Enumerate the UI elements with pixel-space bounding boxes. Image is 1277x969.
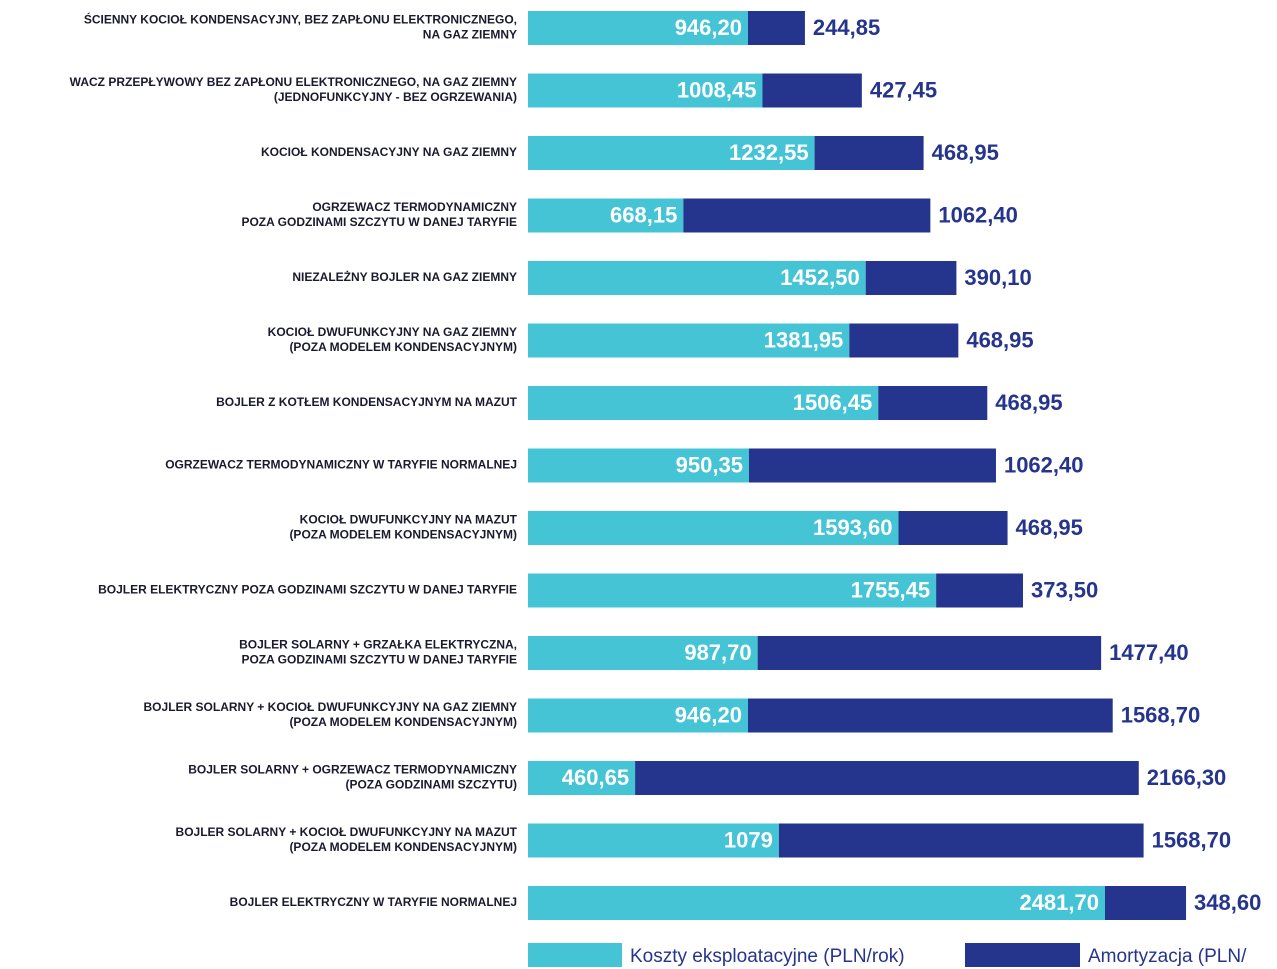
legend-label: Amortyzacja (PLN/ [1088, 946, 1247, 967]
category-label: BOJLER SOLARNY + KOCIOŁ DWUFUNKCYJNY NA … [176, 825, 518, 839]
bar-segment [748, 448, 996, 483]
category-label: (POZA GODZINAMI SZCZYTU) [345, 778, 517, 792]
value-label: 987,70 [684, 640, 751, 665]
bar-segment [528, 573, 937, 608]
value-label: 1008,45 [677, 77, 757, 102]
value-label: 946,20 [675, 15, 742, 40]
value-label: 1062,40 [938, 202, 1018, 227]
category-label: BOJLER ELEKTRYCZNY POZA GODZINAMI SZCZYT… [98, 583, 517, 597]
category-label: (POZA MODELEM KONDENSACYJNYM) [289, 528, 517, 542]
bar-segment [635, 761, 1139, 795]
bar-segment [849, 323, 959, 358]
bar-segment [778, 823, 1144, 858]
value-label: 1381,95 [764, 327, 844, 352]
bar-segment [528, 386, 879, 420]
category-label: KOCIOŁ DWUFUNKCYJNY NA MAZUT [300, 513, 518, 527]
bar-segment [528, 636, 758, 670]
value-label: 468,95 [995, 390, 1062, 415]
value-label: 427,45 [870, 77, 937, 102]
category-label: POZA GODZINAMI SZCZYTU W DANEJ TARYFIE [241, 653, 517, 667]
legend-label: Koszty eksploatacyjne (PLN/rok) [630, 946, 905, 967]
category-label: BOJLER SOLARNY + OGRZEWACZ TERMODYNAMICZ… [188, 763, 517, 777]
bar-segment [528, 198, 684, 233]
category-label: BOJLER Z KOTŁEM KONDENSACYJNYM NA MAZUT [216, 395, 518, 409]
bar-segment [528, 73, 763, 108]
value-label: 1079 [724, 827, 773, 852]
bar-segment [898, 511, 1008, 545]
value-label: 468,95 [932, 140, 999, 165]
value-label: 1568,70 [1152, 827, 1232, 852]
category-label: KOCIOŁ DWUFUNKCYJNY NA GAZ ZIEMNY [268, 325, 517, 339]
bar-segment [878, 386, 988, 420]
bar-segment [528, 823, 779, 858]
value-label: 390,10 [964, 265, 1031, 290]
category-label: BOJLER SOLARNY + GRZAŁKA ELEKTRYCZNA, [239, 638, 517, 652]
bar-segment [747, 11, 805, 45]
value-label: 946,20 [675, 702, 742, 727]
bar-segment [528, 323, 850, 358]
bar-segment [683, 198, 931, 233]
value-label: 1506,45 [793, 390, 873, 415]
value-label: 244,85 [813, 15, 880, 40]
value-label: 2166,30 [1147, 765, 1227, 790]
value-label: 1568,70 [1121, 702, 1201, 727]
bar-segment [528, 886, 1105, 920]
value-label: 950,35 [676, 452, 743, 477]
category-label: BOJLER SOLARNY + KOCIOŁ DWUFUNKCYJNY NA … [144, 700, 517, 714]
value-label: 1232,55 [729, 140, 809, 165]
value-label: 348,60 [1194, 890, 1261, 915]
bar-segment [528, 448, 749, 483]
category-label: OGRZEWACZ TERMODYNAMICZNY [312, 200, 517, 214]
category-label: WACZ PRZEPŁYWOWY BEZ ZAPŁONU ELEKTRONICZ… [70, 75, 517, 89]
category-label: (POZA MODELEM KONDENSACYJNYM) [289, 340, 517, 354]
category-label: POZA GODZINAMI SZCZYTU W DANEJ TARYFIE [241, 215, 517, 229]
bar-segment [528, 11, 748, 45]
legend-swatch [965, 943, 1080, 967]
value-label: 1593,60 [813, 515, 893, 540]
bar-segment [528, 136, 815, 170]
bar-segment [528, 761, 636, 795]
bar-segment [865, 261, 957, 295]
category-label: (JEDNOFUNKCYJNY - BEZ OGRZEWANIA) [274, 90, 517, 104]
value-label: 668,15 [610, 202, 677, 227]
bar-segment [762, 73, 862, 108]
bar-segment [528, 261, 866, 295]
category-label: OGRZEWACZ TERMODYNAMICZNY W TARYFIE NORM… [165, 458, 517, 472]
value-label: 1452,50 [780, 265, 860, 290]
value-label: 1755,45 [851, 577, 931, 602]
legend-swatch [528, 943, 622, 967]
bar-segment [528, 698, 748, 733]
value-label: 373,50 [1031, 577, 1098, 602]
category-label: ŚCIENNY KOCIOŁ KONDENSACYJNY, BEZ ZAPŁON… [84, 12, 517, 27]
category-label: NIEZALEŻNY BOJLER NA GAZ ZIEMNY [292, 269, 517, 284]
category-label: BOJLER ELEKTRYCZNY W TARYFIE NORMALNEJ [230, 895, 517, 909]
value-label: 1477,40 [1109, 640, 1189, 665]
category-label: NA GAZ ZIEMNY [423, 28, 517, 42]
bar-segment [814, 136, 924, 170]
value-label: 2481,70 [1019, 890, 1099, 915]
value-label: 468,95 [1016, 515, 1083, 540]
bar-segment [528, 511, 899, 545]
bar-segment [747, 698, 1113, 733]
category-label: KOCIOŁ KONDENSACYJNY NA GAZ ZIEMNY [261, 145, 517, 159]
bar-segment [936, 573, 1023, 608]
bar-segment [757, 636, 1102, 670]
value-label: 460,65 [562, 765, 629, 790]
category-label: (POZA MODELEM KONDENSACYJNYM) [289, 715, 517, 729]
value-label: 468,95 [966, 327, 1033, 352]
value-label: 1062,40 [1004, 452, 1084, 477]
category-label: (POZA MODELEM KONDENSACYJNYM) [289, 840, 517, 854]
bar-segment [1104, 886, 1187, 920]
